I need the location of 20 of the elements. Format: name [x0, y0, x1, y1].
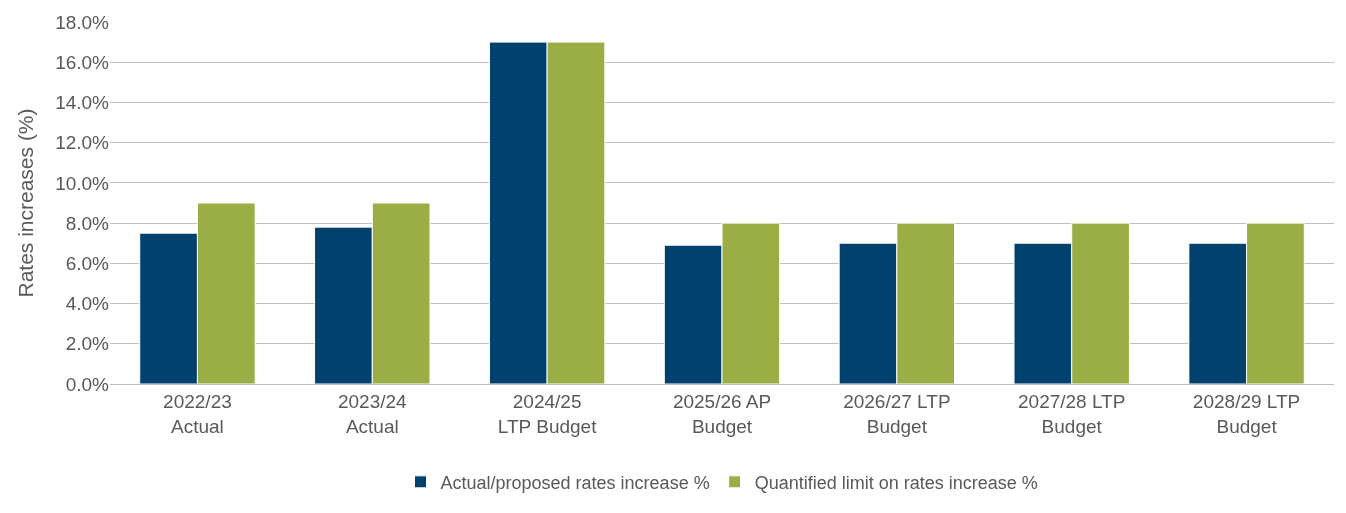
y-tick-label: 0.0% — [65, 373, 110, 395]
y-tick-label: 2.0% — [65, 333, 110, 355]
y-tick-label: 6.0% — [65, 252, 110, 274]
y-tick-label: 16.0% — [55, 51, 110, 73]
y-tick-label: 8.0% — [65, 212, 110, 234]
y-tick-label: 10.0% — [55, 172, 110, 194]
y-tick-label: 18.0% — [55, 11, 110, 33]
y-tick-label: 14.0% — [55, 92, 110, 114]
x-tick-label: 2028/29 LTP Budget — [1192, 390, 1301, 437]
x-tick-label: 2027/28 LTP Budget — [1018, 390, 1126, 437]
y-axis-title: Rates increases (%) — [14, 108, 38, 298]
y-tick-label: 12.0% — [55, 132, 110, 154]
legend-label: Actual/proposed rates increase % — [440, 472, 710, 493]
legend-label: Quantified limit on rates increase % — [754, 472, 1038, 493]
x-tick-label: 2026/27 LTP Budget — [843, 390, 951, 437]
x-tick-label: 2022/23 Actual — [163, 390, 232, 437]
x-tick-label: 2024/25 LTP Budget — [497, 390, 598, 437]
x-tick-label: 2025/26 AP Budget — [672, 390, 772, 437]
x-tick-label: 2023/24 Actual — [337, 390, 408, 437]
y-tick-label: 4.0% — [65, 293, 110, 315]
